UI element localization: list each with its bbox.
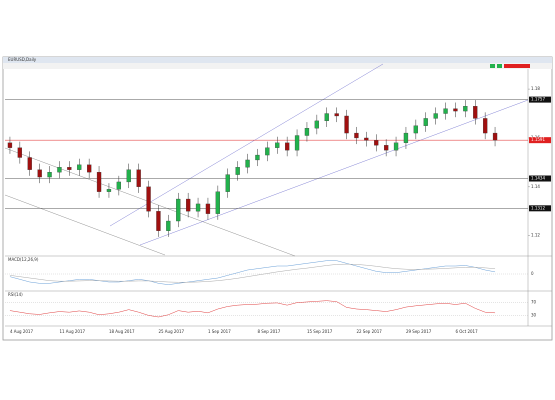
candle-body — [17, 147, 23, 158]
candle-body — [156, 211, 161, 231]
candle-body — [106, 189, 112, 192]
trend-line — [109, 63, 384, 227]
candle-body — [364, 137, 369, 141]
candle-body — [433, 113, 438, 119]
level-label-box — [529, 205, 551, 212]
window-frame — [2, 56, 553, 341]
indicator-line — [9, 300, 496, 318]
candle-body — [275, 142, 280, 148]
x-tick-label: 29 Sep 2017 — [406, 329, 432, 334]
y-tick-label: 1.14 — [531, 184, 540, 189]
toolbar-button[interactable] — [504, 64, 530, 68]
candle-body — [413, 125, 419, 134]
level-label: 1.1312 — [531, 205, 545, 210]
toolbar-button[interactable] — [490, 64, 495, 68]
candle-body — [255, 154, 260, 161]
candle-body — [27, 157, 32, 170]
candle-body — [245, 159, 250, 168]
candle-body — [453, 108, 458, 112]
candle-body — [423, 118, 428, 126]
candle-body — [57, 167, 62, 173]
y-tick-label: 70 — [531, 300, 537, 305]
candle-body — [473, 106, 478, 119]
candle-body — [324, 113, 329, 122]
candle-body — [205, 203, 211, 214]
candle-body — [314, 120, 320, 129]
candle-body — [77, 164, 82, 170]
candle-body — [195, 203, 201, 212]
candle-body — [37, 169, 42, 178]
candle-body — [393, 142, 399, 151]
y-tick-label: 1.12 — [531, 233, 540, 238]
candle-body — [463, 106, 468, 112]
candle-body — [136, 169, 141, 187]
candle-body — [166, 220, 171, 231]
candle-body — [284, 142, 290, 151]
x-tick-label: 11 Aug 2017 — [59, 329, 85, 334]
candle-body — [482, 118, 488, 134]
level-label-box — [529, 137, 551, 144]
candle-body — [7, 142, 13, 148]
indicator-line — [9, 263, 496, 283]
trend-line — [139, 99, 529, 246]
x-tick-label: 22 Sep 2017 — [356, 329, 382, 334]
toolbar-button[interactable] — [497, 64, 502, 68]
level-label: 1.1757 — [531, 97, 545, 102]
x-tick-label: 1 Sep 2017 — [208, 329, 231, 334]
candle-body — [176, 198, 181, 222]
candle-body — [96, 172, 102, 192]
candle-body — [443, 108, 448, 114]
y-tick-label: 1.18 — [531, 86, 540, 91]
candle-body — [265, 147, 270, 156]
x-tick-label: 4 Aug 2017 — [10, 329, 34, 334]
x-tick-label: 25 Aug 2017 — [158, 329, 184, 334]
x-tick-label: 6 Oct 2017 — [455, 329, 478, 334]
candle-body — [334, 113, 339, 117]
indicator-title: MACD(12,26,9) — [8, 257, 39, 262]
candle-body — [492, 132, 498, 141]
candle-body — [67, 167, 72, 170]
title-bar — [3, 57, 552, 63]
level-label: 1.1434 — [531, 176, 545, 181]
x-tick-label: 8 Sep 2017 — [257, 329, 280, 334]
candle-body — [225, 174, 230, 192]
candle-body — [235, 167, 240, 175]
level-label-box — [529, 96, 551, 103]
y-tick-label: 30 — [531, 312, 537, 317]
candle-body — [47, 172, 52, 178]
candle-body — [344, 115, 349, 134]
y-tick-label: 0 — [531, 271, 534, 276]
toolbar — [3, 63, 552, 69]
candle-body — [185, 198, 191, 212]
level-label-box — [529, 175, 551, 182]
trend-line — [4, 194, 166, 256]
x-tick-label: 15 Sep 2017 — [307, 329, 333, 334]
candle-body — [304, 128, 310, 136]
level-label: 1.1591 — [531, 137, 545, 142]
candle-body — [383, 145, 389, 151]
candle-body — [354, 132, 359, 139]
candle-body — [146, 186, 151, 212]
indicator-title: RSI(14) — [8, 292, 23, 297]
candle-body — [87, 164, 92, 173]
candle-body — [126, 169, 131, 183]
candle-body — [116, 181, 121, 190]
candle-body — [403, 132, 409, 143]
candle-body — [294, 135, 300, 151]
indicator-line — [9, 260, 496, 285]
candle-body — [215, 191, 221, 214]
chart-title: EURUSD,Daily — [8, 57, 37, 62]
candle-body — [374, 140, 379, 146]
x-tick-label: 18 Aug 2017 — [109, 329, 135, 334]
